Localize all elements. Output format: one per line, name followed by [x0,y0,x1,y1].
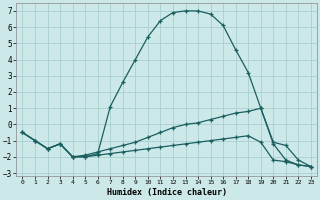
X-axis label: Humidex (Indice chaleur): Humidex (Indice chaleur) [107,188,227,197]
